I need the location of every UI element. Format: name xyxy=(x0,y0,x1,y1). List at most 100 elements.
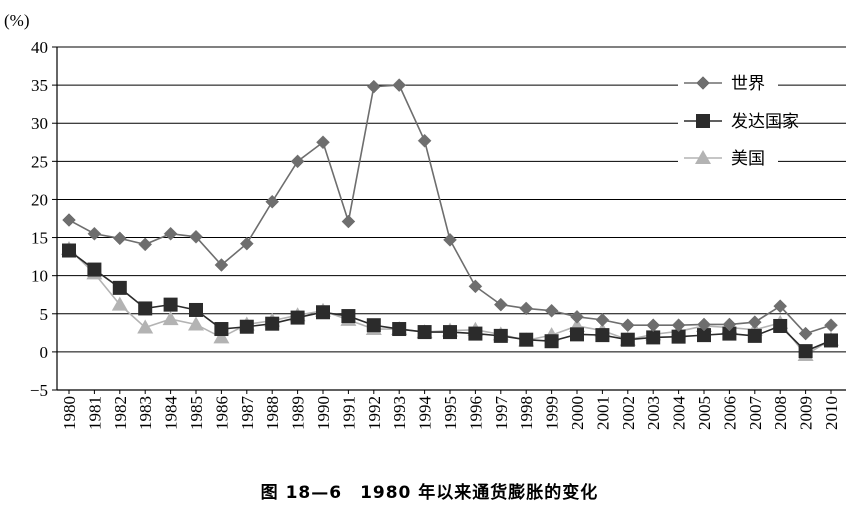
legend-label: 世界 xyxy=(731,74,765,94)
data-point xyxy=(163,297,178,312)
x-tick-label: 2008 xyxy=(771,396,790,430)
data-point xyxy=(747,328,762,343)
x-tick-label: 1981 xyxy=(85,396,104,430)
data-point xyxy=(519,332,534,347)
data-point xyxy=(544,303,559,318)
grid xyxy=(57,46,846,353)
data-point xyxy=(671,318,686,333)
x-tick-label: 2004 xyxy=(670,396,689,431)
data-point xyxy=(798,326,813,341)
data-point xyxy=(87,226,102,241)
x-tick-label: 1980 xyxy=(60,396,79,430)
data-point xyxy=(188,316,204,331)
x-tick-label: 1988 xyxy=(263,396,282,430)
data-point xyxy=(646,318,661,333)
data-point xyxy=(162,311,179,326)
data-point xyxy=(798,344,813,359)
data-point xyxy=(316,305,330,320)
data-point xyxy=(417,133,432,148)
data-point xyxy=(87,262,102,277)
data-point xyxy=(493,297,508,312)
y-tick-label: 0 xyxy=(40,343,49,362)
data-point xyxy=(544,334,559,349)
x-tick-label: 1987 xyxy=(238,396,257,431)
x-tick-label: 2009 xyxy=(797,396,816,430)
data-point xyxy=(316,135,330,150)
data-point xyxy=(138,301,153,316)
data-point xyxy=(646,330,661,345)
data-point xyxy=(722,317,737,332)
y-tick-label: 20 xyxy=(31,190,48,209)
data-point xyxy=(341,309,356,324)
legend-item: 世界 xyxy=(678,70,778,96)
x-tick-label: 2006 xyxy=(720,396,739,430)
data-point xyxy=(213,329,230,344)
x-tick-label: 2005 xyxy=(695,396,714,430)
x-tick-label: 1986 xyxy=(212,396,231,430)
data-point xyxy=(747,315,762,330)
data-point xyxy=(519,301,534,316)
data-point xyxy=(239,319,254,334)
data-point xyxy=(366,79,381,94)
x-tick-label: 2010 xyxy=(822,396,841,430)
series-0 xyxy=(62,78,838,341)
data-point xyxy=(366,318,381,333)
data-point xyxy=(443,325,457,340)
data-point xyxy=(824,318,838,333)
x-tick-label: 2000 xyxy=(568,396,587,430)
x-tick-label: 1999 xyxy=(543,396,562,430)
legend-marker xyxy=(696,76,710,90)
x-tick-label: 1996 xyxy=(466,396,485,430)
data-point xyxy=(62,213,76,227)
y-tick-label: 5 xyxy=(40,305,49,324)
figure-caption: 图 18—6 1980 年以来通货膨胀的变化 xyxy=(260,483,599,503)
data-point xyxy=(417,325,432,340)
data-point xyxy=(468,326,483,341)
x-tick-label: 1993 xyxy=(390,396,409,430)
y-tick-label: 30 xyxy=(31,114,48,133)
x-tick-label: 1998 xyxy=(517,396,536,430)
data-point xyxy=(341,214,356,229)
axes xyxy=(56,47,846,391)
data-point xyxy=(620,332,635,347)
data-point xyxy=(773,299,788,314)
data-point xyxy=(239,236,254,251)
data-point xyxy=(722,326,737,341)
chart: −5 0 5 10 15 20 25 30 35 40 1980 1981 1982 1983 1984 1… xyxy=(4,11,846,431)
data-point xyxy=(189,302,203,317)
data-point xyxy=(824,333,838,348)
data-point xyxy=(620,318,635,333)
y-tick-label: 10 xyxy=(31,267,48,286)
data-point xyxy=(493,328,508,343)
x-tick-label: 1989 xyxy=(289,396,308,430)
x-tick-label: 1985 xyxy=(187,396,206,430)
series-1 xyxy=(62,243,838,359)
legend-label: 发达国家 xyxy=(731,112,799,132)
legend-item: 美国 xyxy=(678,145,778,171)
x-tick-label: 1982 xyxy=(111,396,130,430)
x-tick-label: 2007 xyxy=(746,396,765,431)
data-point xyxy=(570,309,584,324)
data-point xyxy=(137,319,154,334)
data-point xyxy=(468,279,483,294)
y-tick-label: 15 xyxy=(31,229,48,248)
x-tick-label: 2002 xyxy=(619,396,638,430)
data-point xyxy=(163,226,178,241)
x-tick-label: 2001 xyxy=(593,396,612,430)
data-point xyxy=(111,296,128,311)
data-point xyxy=(265,316,280,331)
data-point xyxy=(570,327,584,342)
legend-marker xyxy=(695,150,711,164)
data-point xyxy=(265,194,280,209)
x-tick-label: 2003 xyxy=(644,396,663,430)
data-point xyxy=(697,328,711,343)
x-tick-label: 1983 xyxy=(136,396,155,430)
y-axis-ticks: −5 0 5 10 15 20 25 30 35 40 xyxy=(30,38,57,400)
legend-item: 发达国家 xyxy=(678,108,799,134)
series-2 xyxy=(61,240,839,361)
x-tick-label: 1990 xyxy=(314,396,333,430)
data-point xyxy=(773,318,788,333)
data-point xyxy=(443,232,457,247)
